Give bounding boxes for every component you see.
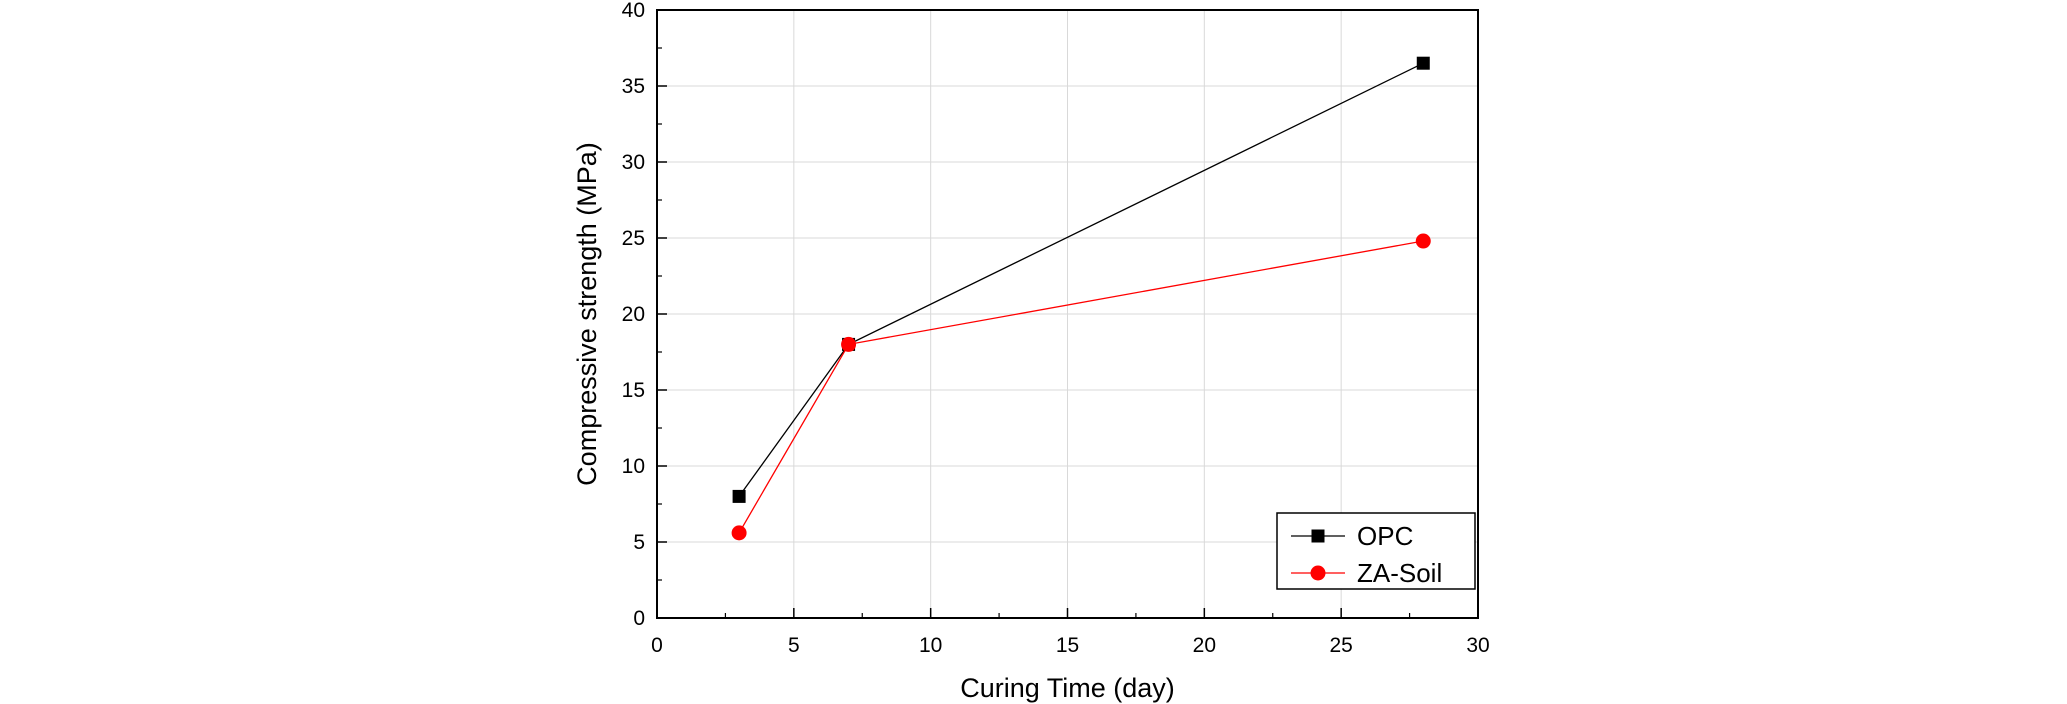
y-tick-label: 10 (622, 455, 645, 478)
series-layer (731, 56, 1431, 541)
data-point-opc (732, 489, 746, 503)
data-point-za-soil (731, 525, 747, 541)
legend-label-za-soil: ZA-Soil (1357, 558, 1442, 588)
grid-lines (657, 10, 1478, 618)
data-point-za-soil (1415, 233, 1431, 249)
data-point-opc (1416, 56, 1430, 70)
y-tick-label: 5 (633, 531, 645, 554)
legend-marker-opc (1311, 529, 1325, 543)
legend-marker-za-soil (1310, 565, 1326, 581)
x-axis-title: Curing Time (day) (960, 673, 1175, 703)
y-tick-label: 20 (622, 303, 645, 326)
y-tick-label: 25 (622, 227, 645, 250)
y-tick-label: 30 (622, 151, 645, 174)
legend-entry-opc: OPC (1291, 521, 1413, 551)
data-point-za-soil (841, 336, 857, 352)
x-tick-label: 20 (1193, 634, 1216, 657)
x-tick-label: 30 (1466, 634, 1489, 657)
x-tick-label: 0 (651, 634, 663, 657)
x-tick-label: 15 (1056, 634, 1079, 657)
y-tick-label: 15 (622, 379, 645, 402)
series-line-opc (738, 62, 1424, 497)
legend-box (1276, 512, 1476, 590)
x-tick-label: 25 (1329, 634, 1352, 657)
axis-ticks: 0 5 10 15 20 25 30 0 5 10 15 20 25 30 35 40 (622, 0, 1490, 657)
x-tick-label: 10 (919, 634, 942, 657)
series-line-za-soil (738, 240, 1424, 534)
y-tick-label: 0 (633, 607, 645, 630)
x-tick-label: 5 (788, 634, 800, 657)
legend: OPC ZA-Soil (1276, 512, 1476, 590)
y-tick-label: 35 (622, 75, 645, 98)
legend-label-opc: OPC (1357, 521, 1413, 551)
legend-entry-za-soil: ZA-Soil (1291, 558, 1442, 588)
y-axis-title: Compressive strength (MPa) (572, 142, 602, 486)
y-tick-label: 40 (622, 0, 645, 22)
